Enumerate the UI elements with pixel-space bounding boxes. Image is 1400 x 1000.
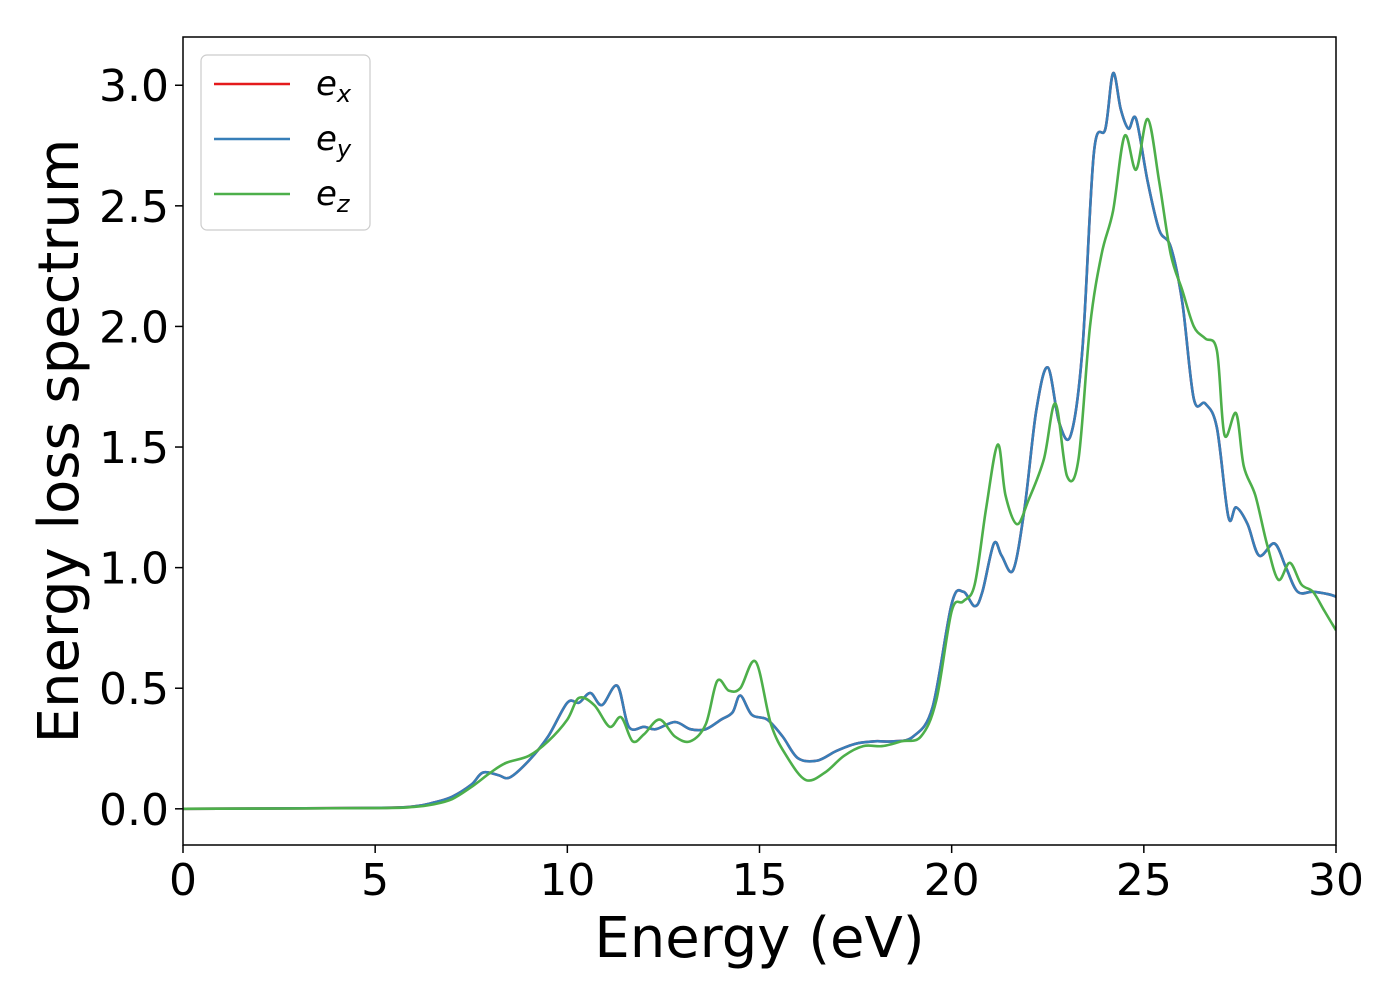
y-tick-label: 3.0: [99, 61, 169, 112]
y-axis-ticks: 0.0 0.5 1.0 1.5 2.0 2.5 3.0: [99, 61, 183, 836]
x-tick-label: 20: [924, 855, 980, 906]
x-tick-label: 30: [1308, 855, 1364, 906]
x-tick-label: 10: [539, 855, 595, 906]
x-tick-label: 15: [732, 855, 788, 906]
x-axis-ticks: 0 5 10 15 20 25 30: [169, 845, 1364, 906]
legend-label-ez: ez: [316, 174, 351, 218]
x-tick-label: 5: [361, 855, 389, 906]
y-tick-label: 1.0: [99, 544, 169, 595]
legend-label-ey: ey: [316, 119, 352, 163]
y-tick-label: 2.5: [99, 182, 169, 233]
y-axis-label: Energy loss spectrum: [27, 139, 92, 744]
y-tick-label: 1.5: [99, 423, 169, 474]
legend-label-ex: ex: [316, 64, 352, 108]
series-layer: [183, 71, 1336, 811]
y-tick-label: 0.5: [99, 664, 169, 715]
x-tick-label: 25: [1116, 855, 1172, 906]
legend: ex ey ez: [200, 54, 371, 231]
series-line-ez: [183, 117, 1336, 811]
y-tick-label: 0.0: [99, 785, 169, 836]
y-tick-label: 2.0: [99, 302, 169, 353]
x-axis-label: Energy (eV): [594, 906, 924, 971]
x-tick-label: 0: [169, 855, 197, 906]
legend-box: [200, 54, 371, 231]
